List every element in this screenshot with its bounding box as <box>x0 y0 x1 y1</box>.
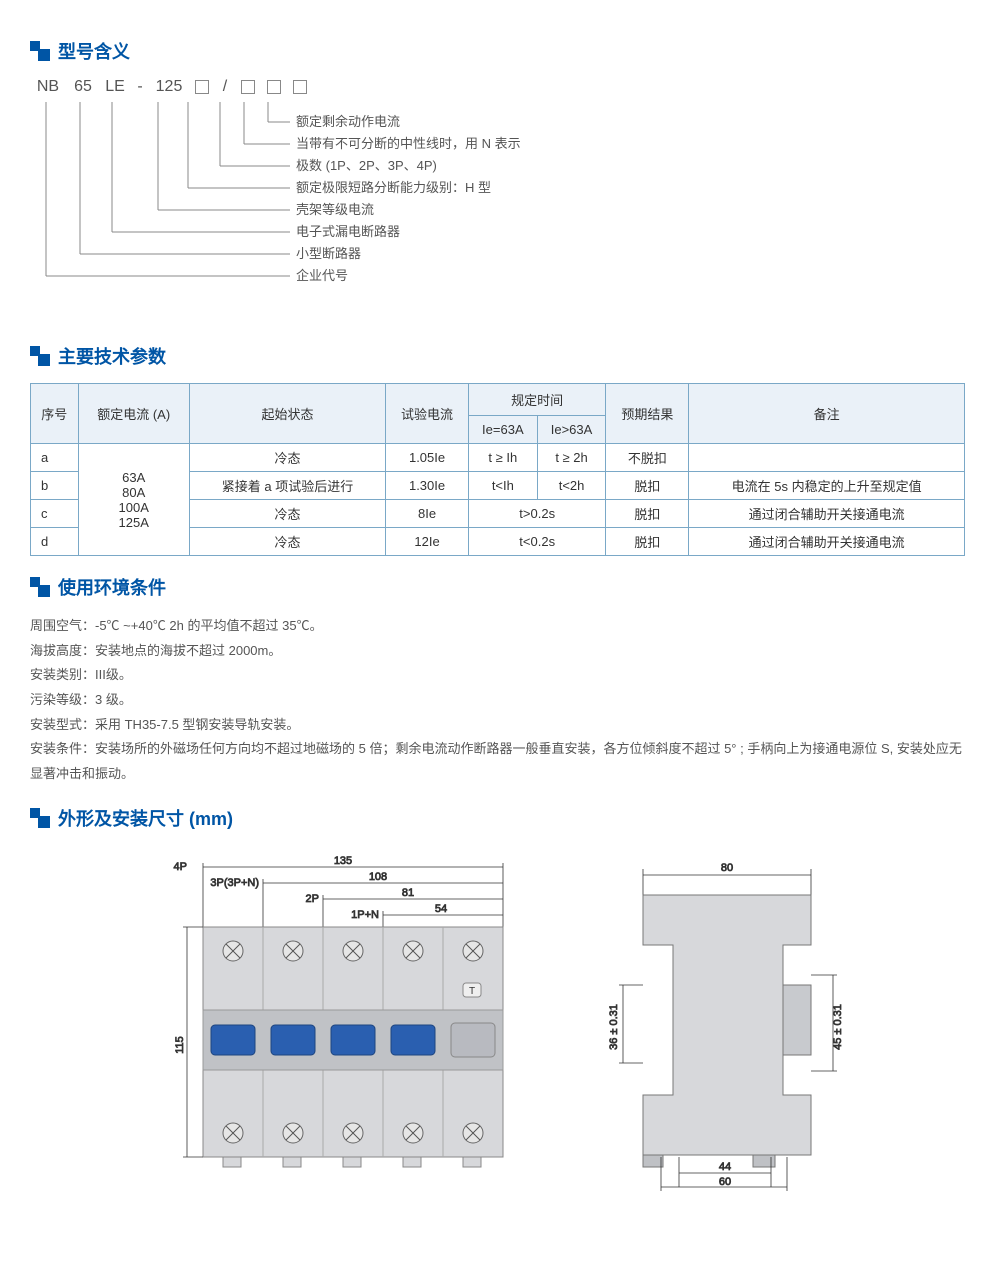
svg-text:45 ± 0.31: 45 ± 0.31 <box>832 1004 844 1050</box>
section-icon <box>30 577 50 597</box>
section-title-env: 使用环境条件 <box>30 574 965 600</box>
th-time: 规定时间 <box>468 384 605 416</box>
th-time-le63: Ie=63A <box>468 416 537 444</box>
section-title-text: 型号含义 <box>58 38 130 64</box>
section-title-text: 主要技术参数 <box>58 343 166 369</box>
section-title-spec: 主要技术参数 <box>30 343 965 369</box>
svg-text:T: T <box>468 986 474 997</box>
svg-text:135: 135 <box>333 855 351 867</box>
th-rated: 额定电流 (A) <box>78 384 189 444</box>
env-line: 周围空气：-5℃ ~+40℃ 2h 的平均值不超过 35℃。 <box>30 614 965 639</box>
th-state: 起始状态 <box>189 384 385 444</box>
th-remark: 备注 <box>689 384 965 444</box>
svg-text:3P(3P+N): 3P(3P+N) <box>210 877 259 889</box>
svg-text:115: 115 <box>174 1036 186 1054</box>
svg-text:4P: 4P <box>173 861 186 873</box>
model-label: 小型断路器 <box>296 246 361 261</box>
svg-text:60: 60 <box>718 1176 730 1188</box>
section-title-dim: 外形及安装尺寸 (mm) <box>30 805 965 831</box>
svg-text:54: 54 <box>434 903 446 915</box>
section-icon <box>30 808 50 828</box>
side-view-diagram: 80 36 ± 0.31 45 ± 0.31 44 <box>583 855 863 1195</box>
code-part: NB <box>34 78 62 96</box>
th-seq: 序号 <box>31 384 79 444</box>
code-part: 65 <box>72 78 94 96</box>
spec-table: 序号 额定电流 (A) 起始状态 试验电流 规定时间 预期结果 备注 Ie=63… <box>30 383 965 556</box>
section-title-text: 使用环境条件 <box>58 574 166 600</box>
model-label: 极数 (1P、2P、3P、4P) <box>296 158 437 173</box>
env-line: 污染等级：3 级。 <box>30 688 965 713</box>
dimension-diagrams: 135 4P 108 3P(3P+N) 81 2P 54 1P+N <box>30 845 965 1195</box>
model-label: 当带有不可分断的中性线时，用 N 表示 <box>296 136 521 151</box>
env-line: 海拔高度：安装地点的海拔不超过 2000m。 <box>30 639 965 664</box>
model-tree-diagram: 额定剩余动作电流 当带有不可分断的中性线时，用 N 表示 极数 (1P、2P、3… <box>30 102 570 322</box>
code-part: 125 <box>154 78 184 96</box>
section-icon <box>30 346 50 366</box>
model-label: 电子式漏电断路器 <box>296 224 400 239</box>
th-time-gt63: Ie>63A <box>537 416 606 444</box>
svg-text:1P+N: 1P+N <box>351 909 379 921</box>
model-label: 额定剩余动作电流 <box>296 114 400 129</box>
code-placeholder <box>292 78 308 96</box>
model-label: 企业代号 <box>296 268 348 283</box>
code-placeholder <box>240 78 256 96</box>
code-part: - <box>136 78 144 96</box>
section-icon <box>30 41 50 61</box>
th-exp: 预期结果 <box>606 384 689 444</box>
model-code-row: NB 65 LE - 125 / <box>34 78 965 96</box>
table-row: a 63A 80A 100A 125A 冷态 1.05Ie t ≥ Ih t ≥… <box>31 444 965 472</box>
svg-text:80: 80 <box>720 862 732 874</box>
svg-text:81: 81 <box>401 887 413 899</box>
model-label: 壳架等级电流 <box>296 202 374 217</box>
rated-cell: 63A 80A 100A 125A <box>78 444 189 556</box>
code-placeholder <box>194 78 210 96</box>
th-test: 试验电流 <box>386 384 469 444</box>
env-line: 安装型式：采用 TH35-7.5 型钢安装导轨安装。 <box>30 713 965 738</box>
env-line: 安装条件：安装场所的外磁场任何方向均不超过地磁场的 5 倍；剩余电流动作断路器一… <box>30 737 965 786</box>
code-placeholder <box>266 78 282 96</box>
svg-text:2P: 2P <box>305 893 318 905</box>
front-view-diagram: 135 4P 108 3P(3P+N) 81 2P 54 1P+N <box>143 855 523 1195</box>
env-conditions: 周围空气：-5℃ ~+40℃ 2h 的平均值不超过 35℃。 海拔高度：安装地点… <box>30 614 965 787</box>
code-part: / <box>220 78 230 96</box>
section-title-text: 外形及安装尺寸 (mm) <box>58 805 233 831</box>
model-label: 额定极限短路分断能力级别：H 型 <box>296 180 491 195</box>
svg-text:36 ± 0.31: 36 ± 0.31 <box>608 1004 620 1050</box>
env-line: 安装类别：III级。 <box>30 663 965 688</box>
svg-text:108: 108 <box>368 871 386 883</box>
svg-text:44: 44 <box>718 1161 730 1173</box>
section-title-model: 型号含义 <box>30 38 965 64</box>
code-part: LE <box>104 78 126 96</box>
